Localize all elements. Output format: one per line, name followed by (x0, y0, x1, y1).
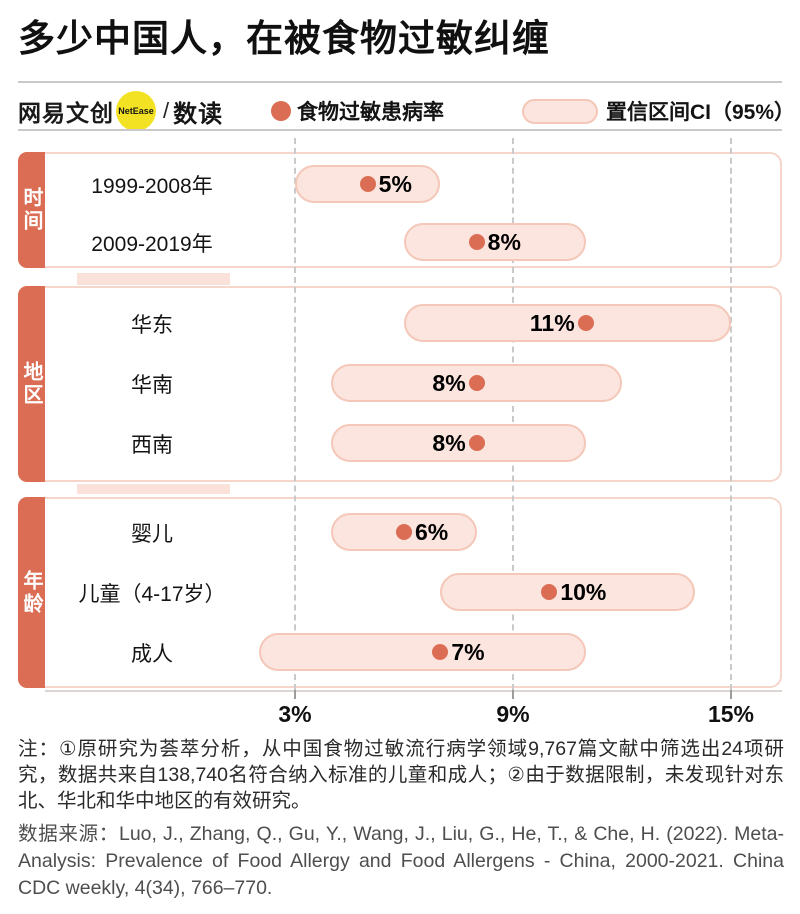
badge-label: NetEase (118, 106, 154, 116)
x-axis-line (45, 690, 782, 692)
value-dot (468, 234, 485, 250)
value-dot (577, 315, 594, 331)
value-label: 8% (487, 229, 521, 255)
value-dot (468, 375, 485, 391)
value-label: 6% (415, 519, 449, 545)
prevalence-dot-icon (271, 101, 291, 121)
page-title: 多少中国人，在被食物过敏纠缠 (18, 18, 550, 59)
confidence-interval-pill (404, 223, 586, 261)
category-label: 成人 (131, 643, 173, 666)
category-label: 1999-2008年 (91, 175, 213, 198)
value-dot (359, 176, 376, 192)
value-label: 8% (432, 430, 466, 456)
category-label: 华南 (131, 374, 173, 397)
axis-tick (294, 690, 296, 699)
gridline-3% (294, 138, 296, 690)
data-source: 数据来源：Luo, J., Zhang, Q., Gu, Y., Wang, J… (18, 823, 784, 899)
legend-confidence-interval: 置信区间CI（95%） (522, 98, 795, 124)
header-divider-top (18, 81, 782, 83)
axis-tick-label: 15% (707, 701, 755, 727)
section-tab-label: 地区 (20, 361, 42, 407)
confidence-interval-pill (404, 304, 731, 342)
header-divider-bottom (18, 129, 782, 131)
gridline-15% (730, 138, 732, 690)
netease-badge-icon: NetEase (116, 91, 156, 131)
confidence-interval-pill (331, 364, 622, 402)
legend-prevalence-label: 食物过敏患病率 (297, 101, 444, 124)
legend-prevalence: 食物过敏患病率 (271, 99, 444, 124)
axis-tick (730, 690, 732, 699)
section-tab-label: 年龄 (20, 569, 42, 616)
value-label: 10% (560, 579, 607, 605)
category-label: 儿童（4-17岁） (78, 583, 226, 606)
section-tab-label: 时间 (20, 187, 42, 233)
legend-ci-label: 置信区间CI（95%） (606, 101, 796, 124)
category-label: 华东 (131, 314, 173, 337)
category-label: 婴儿 (131, 523, 173, 546)
value-label: 11% (529, 310, 575, 336)
confidence-pill-icon (522, 98, 598, 124)
value-dot (468, 435, 485, 451)
confidence-interval-pill (258, 633, 586, 671)
gridline-9% (512, 138, 514, 690)
value-label: 7% (451, 639, 485, 665)
section-tab-1: 时间 (18, 152, 45, 268)
axis-tick (512, 690, 514, 699)
brand-logo: 网易文创 NetEase / 数读 (18, 90, 223, 132)
category-label: 西南 (131, 434, 173, 457)
value-dot (541, 584, 558, 600)
value-dot (396, 524, 412, 540)
decor-strip (77, 273, 230, 285)
brand-sub-name: 数读 (173, 100, 224, 128)
brand-name: 网易文创 (18, 100, 114, 126)
section-tab-2: 地区 (18, 286, 45, 482)
decor-strip (77, 484, 230, 494)
confidence-interval-pill (331, 424, 586, 462)
value-dot (432, 644, 449, 660)
value-label: 8% (432, 370, 466, 396)
category-label: 2009-2019年 (91, 233, 213, 256)
value-label: 5% (378, 171, 412, 197)
axis-tick-label: 3% (278, 701, 312, 727)
axis-tick-label: 9% (496, 701, 530, 727)
section-tab-3: 年龄 (18, 497, 45, 688)
brand-separator: / (163, 98, 170, 123)
confidence-interval-pill (440, 573, 695, 611)
chart-note: 注：①原研究为荟萃分析，从中国食物过敏流行病学领域9,767篇文献中筛选出24项… (18, 738, 784, 812)
